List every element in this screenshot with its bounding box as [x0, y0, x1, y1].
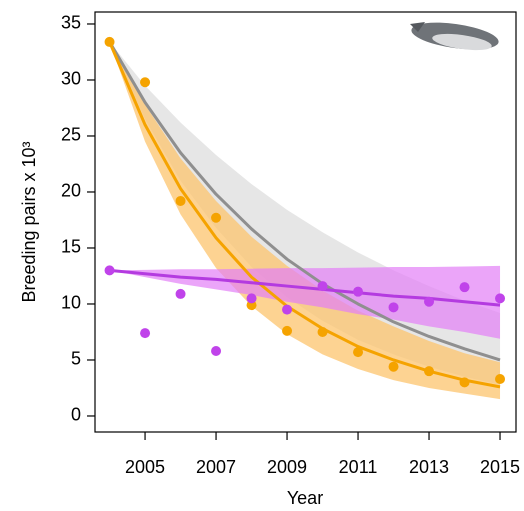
- y-tick-label: 0: [71, 405, 81, 425]
- x-axis-label: Year: [287, 488, 323, 508]
- page: Year Breeding pairs x 10³ 0 5 10 15 20 25 30 35…: [0, 0, 524, 511]
- bird-icon: [410, 18, 500, 54]
- y-tick-label: 10: [61, 293, 81, 313]
- y-tick-label: 25: [61, 125, 81, 145]
- y-tick-label: 5: [71, 349, 81, 369]
- data-point: [140, 328, 150, 338]
- y-axis-label: Breeding pairs x 10³: [19, 141, 39, 302]
- data-point: [389, 302, 399, 312]
- y-tick-label: 15: [61, 237, 81, 257]
- chart: Year Breeding pairs x 10³ 0 5 10 15 20 25 30 35…: [0, 0, 524, 511]
- x-tick-label: 2015: [480, 457, 520, 477]
- data-point: [176, 289, 186, 299]
- data-point: [318, 327, 328, 337]
- data-point: [318, 281, 328, 291]
- x-tick-label: 2013: [409, 457, 449, 477]
- data-point: [211, 213, 221, 223]
- data-point: [353, 287, 363, 297]
- y-tick-label: 20: [61, 181, 81, 201]
- data-point: [389, 362, 399, 372]
- data-point: [247, 293, 257, 303]
- x-tick-label: 2005: [125, 457, 165, 477]
- data-point: [353, 347, 363, 357]
- data-point: [460, 282, 470, 292]
- data-point: [495, 293, 505, 303]
- x-tick-label: 2007: [196, 457, 236, 477]
- data-point: [105, 37, 115, 47]
- data-point: [282, 326, 292, 336]
- y-tick-label: 30: [61, 69, 81, 89]
- data-point: [211, 346, 221, 356]
- data-point: [282, 305, 292, 315]
- data-point: [140, 77, 150, 87]
- data-point: [176, 196, 186, 206]
- data-point: [495, 374, 505, 384]
- data-point: [105, 265, 115, 275]
- y-tick-label: 35: [61, 13, 81, 33]
- data-point: [460, 377, 470, 387]
- x-tick-label: 2009: [267, 457, 307, 477]
- x-tick-label: 2011: [339, 457, 378, 477]
- data-point: [424, 297, 434, 307]
- confidence-band: [110, 42, 500, 399]
- data-point: [424, 366, 434, 376]
